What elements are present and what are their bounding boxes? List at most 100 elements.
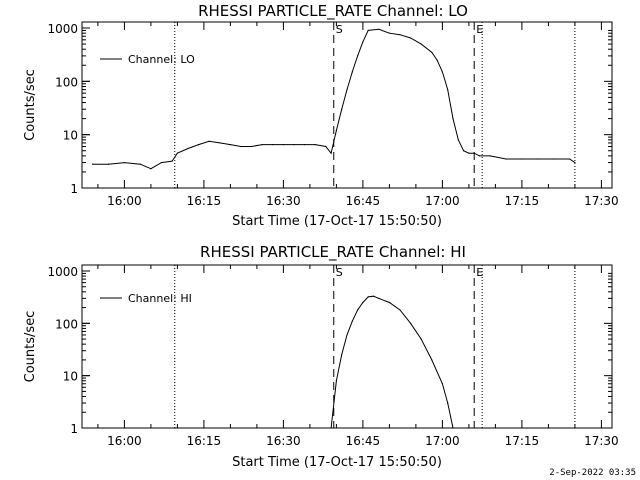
data-point: [388, 301, 390, 304]
y-axis-label: Counts/sec: [23, 311, 38, 383]
data-point: [378, 297, 380, 299]
plot-frame: [81, 21, 613, 189]
data-point: [553, 158, 555, 160]
y-tick-label: 1000: [47, 265, 78, 279]
data-point: [357, 309, 359, 311]
data-point: [569, 158, 571, 160]
y-tick-label: 100: [55, 317, 78, 331]
data-point: [372, 295, 375, 297]
data-point: [92, 163, 94, 165]
data-point: [208, 140, 210, 142]
data-point: [357, 55, 359, 57]
x-tick-label: 16:45: [346, 434, 381, 448]
data-point: [452, 118, 454, 120]
series-line: [92, 28, 576, 170]
data-point: [351, 320, 353, 322]
y-tick-label: 10: [63, 370, 78, 384]
data-point: [505, 158, 507, 160]
legend-label: Channel: HI: [128, 292, 192, 305]
data-point: [367, 296, 369, 298]
y-tick-label: 1: [70, 182, 78, 196]
x-tick-label: 17:30: [584, 194, 619, 208]
data-point: [341, 108, 343, 110]
data-point: [441, 383, 443, 385]
x-tick-label: 16:00: [107, 434, 142, 448]
y-tick-label: 1: [70, 422, 78, 436]
x-tick-label: 16:30: [266, 194, 301, 208]
data-point: [229, 144, 231, 146]
x-tick-label: 17:15: [505, 434, 540, 448]
x-axis-label: Start Time (17-Oct-17 15:50:50): [232, 455, 442, 470]
data-point: [176, 152, 178, 154]
data-point: [293, 144, 295, 146]
data-point: [468, 152, 470, 154]
data-point: [335, 129, 337, 132]
data-point: [489, 155, 491, 157]
data-point: [410, 322, 412, 324]
marker-e-label: E: [476, 266, 483, 279]
data-point: [107, 163, 110, 165]
data-point: [261, 144, 263, 146]
data-point: [399, 34, 401, 36]
data-point: [123, 161, 125, 164]
data-point: [351, 71, 353, 73]
data-point: [537, 158, 539, 160]
data-point: [463, 150, 465, 152]
data-point: [187, 147, 189, 150]
marker-e-label: E: [476, 23, 483, 36]
y-axis-label: Counts/sec: [23, 69, 38, 141]
data-point: [410, 37, 412, 39]
data-point: [521, 158, 523, 160]
panel-hi: RHESSI PARTICLE_RATE Channel: HI Counts/s…: [23, 243, 619, 470]
series-line: [330, 295, 454, 429]
data-point: [150, 168, 152, 170]
data-point: [139, 163, 141, 165]
data-point: [330, 152, 332, 154]
data-point: [457, 139, 459, 141]
x-tick-label: 17:30: [584, 434, 619, 448]
data-point: [346, 334, 348, 336]
x-tick-label: 17:00: [425, 194, 460, 208]
data-point: [346, 88, 348, 91]
data-point: [335, 380, 337, 382]
x-tick-label: 16:45: [346, 194, 381, 208]
marker-s-label: S: [336, 266, 343, 279]
data-point: [171, 160, 173, 162]
x-tick-label: 17:00: [425, 434, 460, 448]
marker-s-label: S: [336, 23, 343, 36]
data-point: [251, 145, 253, 148]
data-point: [452, 427, 454, 429]
legend-label: Channel: LO: [128, 53, 195, 66]
data-point: [362, 41, 364, 43]
x-tick-label: 16:15: [187, 194, 222, 208]
data-point: [282, 144, 284, 146]
chart-title: RHESSI PARTICLE_RATE Channel: LO: [198, 2, 468, 21]
data-point: [441, 71, 443, 73]
data-point: [431, 51, 433, 53]
data-point: [272, 144, 274, 146]
data-point: [399, 309, 401, 311]
panel-lo: RHESSI PARTICLE_RATE Channel: LO Counts/s…: [23, 2, 619, 229]
y-tick-label: 100: [55, 75, 78, 89]
data-point: [160, 161, 163, 164]
data-point: [330, 427, 332, 429]
data-point: [378, 28, 380, 30]
data-point: [431, 359, 433, 361]
x-axis-label: Start Time (17-Oct-17 15:50:50): [232, 214, 442, 229]
data-point: [367, 29, 369, 32]
data-point: [447, 88, 449, 91]
x-tick-label: 16:15: [187, 434, 222, 448]
data-point: [325, 145, 327, 148]
data-point: [574, 161, 576, 164]
data-point: [341, 354, 343, 356]
data-point: [314, 144, 316, 146]
data-point: [304, 144, 306, 146]
data-point: [388, 32, 390, 34]
data-point: [219, 142, 221, 144]
data-point: [198, 144, 200, 146]
data-point: [473, 152, 475, 154]
plot-frame: [81, 264, 613, 429]
data-point: [240, 145, 242, 148]
x-tick-label: 16:30: [266, 434, 301, 448]
data-point: [420, 338, 422, 340]
